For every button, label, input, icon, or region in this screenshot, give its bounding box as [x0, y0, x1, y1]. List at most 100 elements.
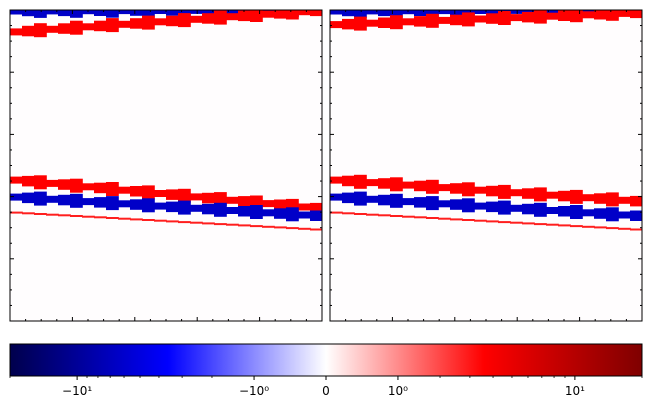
right-band-4-segment	[354, 213, 367, 215]
left-band-3-segment	[34, 191, 47, 206]
left-band-3-segment	[178, 200, 191, 215]
right-band-2-segment	[414, 180, 427, 192]
right-band-3-segment	[594, 208, 607, 219]
left-band-2-segment	[58, 179, 71, 190]
left-band-0-segment	[106, 10, 119, 18]
right-band-2-segment	[438, 184, 451, 192]
right-band-3-segment	[402, 198, 415, 206]
right-band-0-segment	[546, 10, 559, 14]
left-band-2-segment	[262, 200, 275, 208]
left-band-2-segment	[178, 188, 191, 203]
right-band-2-segment	[522, 188, 535, 199]
right-band-1-segment	[330, 21, 343, 29]
left-band-4-segment	[262, 225, 275, 228]
colorbar-tick-label: 10¹	[565, 384, 585, 398]
left-band-4-segment	[106, 217, 119, 219]
right-band-2-segment	[582, 194, 595, 202]
right-band-4-segment	[342, 212, 355, 215]
right-band-4-segment	[330, 211, 343, 214]
right-heatmap-panel	[329, 9, 643, 322]
left-band-1-segment	[286, 10, 299, 20]
right-band-2-segment	[354, 174, 367, 189]
right-panel-bands	[330, 10, 642, 231]
left-band-2-segment	[298, 203, 311, 211]
left-band-3-segment	[298, 211, 311, 219]
left-band-4-segment	[310, 228, 322, 231]
left-band-2-segment	[70, 178, 83, 193]
right-band-3-segment	[618, 211, 631, 219]
left-band-3-segment	[226, 207, 239, 214]
left-band-1-segment	[214, 10, 227, 25]
right-band-2-segment	[570, 189, 583, 204]
left-band-2-segment	[214, 192, 227, 207]
left-band-1-segment	[310, 10, 322, 17]
left-band-3-segment	[94, 197, 107, 208]
left-band-4-segment	[190, 221, 203, 224]
left-band-4-segment	[202, 222, 215, 225]
left-band-1-segment	[106, 18, 119, 33]
left-band-3-segment	[166, 201, 179, 213]
right-band-0-segment	[378, 10, 391, 17]
right-band-3-segment	[558, 206, 571, 217]
left-band-0-segment	[10, 10, 23, 15]
right-band-0-segment	[342, 10, 355, 17]
right-band-4-segment	[402, 215, 415, 218]
right-band-4-segment	[606, 227, 619, 230]
left-band-0-segment	[34, 10, 47, 18]
left-band-2-segment	[106, 182, 119, 196]
right-band-2-segment	[462, 182, 475, 197]
left-band-3-segment	[10, 193, 23, 201]
right-band-0-segment	[450, 10, 463, 16]
right-band-3-segment	[462, 198, 475, 213]
right-band-3-segment	[498, 200, 511, 215]
right-band-4-segment	[426, 217, 439, 219]
left-band-3-segment	[310, 210, 322, 221]
left-band-1-segment	[142, 15, 155, 30]
right-band-0-segment	[474, 10, 487, 14]
left-band-0-segment	[22, 10, 35, 17]
right-panel-background	[330, 10, 642, 321]
right-band-1-segment	[630, 10, 642, 19]
right-band-3-segment	[378, 194, 391, 206]
right-band-1-segment	[522, 11, 535, 23]
right-band-2-segment	[498, 184, 511, 199]
left-band-0-segment	[82, 10, 95, 15]
left-band-0-segment	[202, 10, 215, 16]
left-band-3-segment	[142, 198, 155, 213]
right-band-1-segment	[378, 17, 391, 28]
right-band-4-segment	[582, 225, 595, 228]
right-band-1-segment	[486, 13, 499, 24]
left-band-1-segment	[298, 10, 311, 16]
right-band-2-segment	[342, 175, 355, 187]
left-band-4-segment	[22, 212, 35, 215]
left-band-1-segment	[178, 13, 191, 28]
right-band-4-segment	[366, 213, 379, 216]
left-band-1-segment	[130, 18, 143, 29]
left-band-3-segment	[46, 195, 59, 203]
right-band-3-segment	[522, 203, 535, 215]
right-band-3-segment	[366, 195, 379, 203]
left-band-2-segment	[310, 202, 322, 214]
right-band-1-segment	[462, 12, 475, 27]
right-band-4-segment	[522, 222, 535, 225]
right-band-1-segment	[618, 10, 631, 17]
right-band-3-segment	[438, 200, 451, 208]
right-band-1-segment	[474, 15, 487, 23]
right-band-2-segment	[378, 178, 391, 189]
right-band-2-segment	[486, 185, 499, 197]
right-band-4-segment	[618, 227, 631, 230]
right-band-2-segment	[558, 190, 571, 202]
left-band-2-segment	[142, 185, 155, 200]
left-band-4-segment	[238, 224, 251, 227]
right-band-2-segment	[450, 183, 463, 194]
right-band-0-segment	[354, 10, 367, 18]
right-band-4-segment	[546, 223, 559, 226]
right-band-1-segment	[342, 18, 355, 30]
right-band-1-segment	[366, 19, 379, 27]
colorbar-tick-label: 0	[322, 384, 330, 398]
right-band-2-segment	[366, 179, 379, 187]
left-band-1-segment	[190, 15, 203, 23]
colorbar-tick-label: −10⁰	[239, 384, 269, 398]
right-band-2-segment	[426, 179, 439, 194]
left-band-3-segment	[58, 194, 71, 206]
